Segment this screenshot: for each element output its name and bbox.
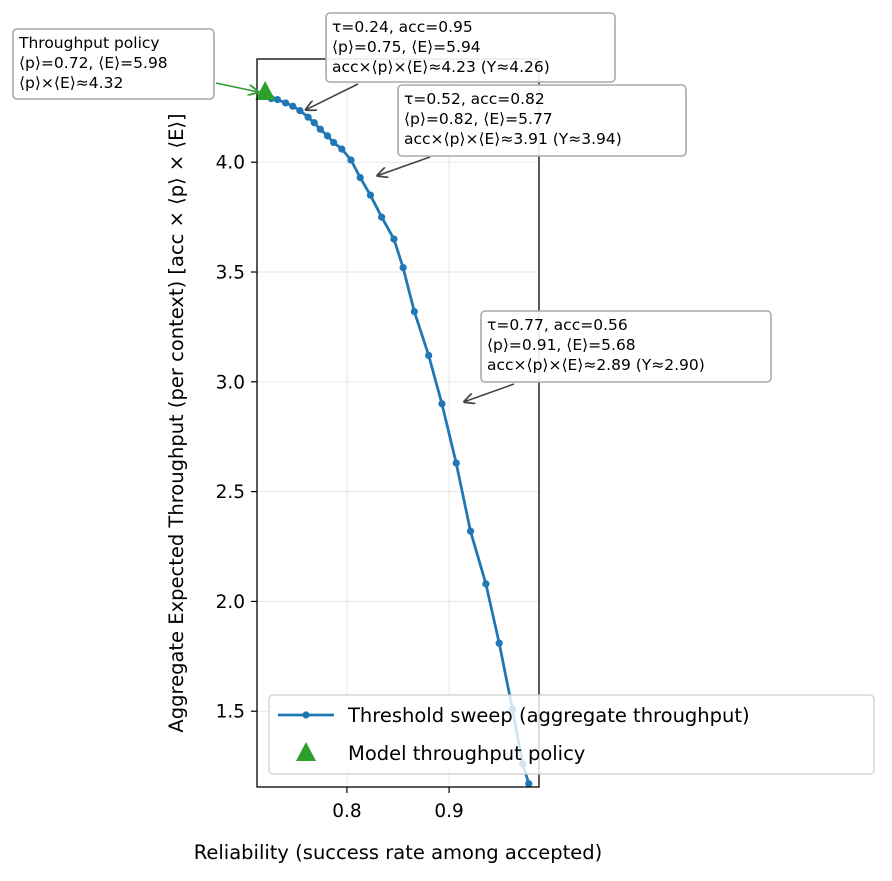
sweep-point — [466, 527, 475, 535]
sweep-point — [495, 639, 503, 647]
legend: Threshold sweep (aggregate throughput) M… — [268, 694, 875, 775]
annotation-text: ⟨p⟩=0.82, ⟨E⟩=5.77 — [404, 110, 553, 128]
sweep-point — [525, 780, 533, 788]
legend-marker-triangle — [296, 742, 316, 761]
annotation-text: acc×⟨p⟩×⟨E⟩≈4.23 (Y≈4.26) — [332, 58, 550, 76]
annotation-2: τ=0.52, acc=0.82 ⟨p⟩=0.82, ⟨E⟩=5.77 acc×⟨p… — [378, 84, 687, 176]
sweep-point — [289, 102, 297, 110]
sweep-point — [482, 580, 490, 588]
sweep-point — [452, 459, 460, 467]
annotation-arrow — [464, 383, 515, 402]
sweep-point — [425, 351, 433, 360]
annotation-text: ⟨p⟩=0.91, ⟨E⟩=5.68 — [487, 336, 636, 354]
axis-ticks: 0.8 0.9 1.5 2.0 2.5 3.0 3.5 4.0 — [216, 153, 464, 822]
y-tick-label: 3.0 — [216, 372, 245, 393]
sweep-point — [310, 119, 318, 127]
annotation-text: τ=0.77, acc=0.56 — [487, 316, 628, 334]
y-tick-label: 4.0 — [216, 153, 245, 174]
legend-box — [268, 694, 875, 775]
annotations: Throughput policy ⟨p⟩=0.72, ⟨E⟩=5.98 ⟨p⟩×⟨… — [12, 12, 772, 402]
annotation-text: acc×⟨p⟩×⟨E⟩≈2.89 (Y≈2.90) — [487, 356, 705, 374]
annotation-arrow — [378, 156, 431, 176]
sweep-point — [438, 400, 446, 408]
policy-marker — [255, 80, 276, 100]
annotation-text: Throughput policy — [18, 34, 160, 52]
sweep-point — [273, 96, 282, 104]
annotation-text: τ=0.52, acc=0.82 — [404, 90, 545, 108]
annotation-1: τ=0.24, acc=0.95 ⟨p⟩=0.75, ⟨E⟩=5.94 acc×⟨p… — [306, 12, 616, 110]
sweep-point — [282, 99, 290, 107]
annotation-text: ⟨p⟩=0.75, ⟨E⟩=5.94 — [332, 38, 481, 56]
annotation-box — [480, 310, 772, 383]
x-axis-label: Reliability (success rate among accepted… — [194, 841, 603, 864]
sweep-point — [366, 191, 375, 199]
annotation-text: τ=0.24, acc=0.95 — [332, 18, 473, 36]
annotation-0: Throughput policy ⟨p⟩=0.72, ⟨E⟩=5.98 ⟨p⟩×⟨… — [12, 28, 258, 100]
annotation-text: acc×⟨p⟩×⟨E⟩≈3.91 (Y≈3.94) — [404, 130, 622, 148]
sweep-point — [338, 145, 346, 153]
legend-marker-circle — [302, 711, 310, 719]
annotation-text: ⟨p⟩×⟨E⟩≈4.32 — [19, 74, 123, 92]
annotation-3: τ=0.77, acc=0.56 ⟨p⟩=0.91, ⟨E⟩=5.68 acc×⟨p… — [464, 310, 772, 402]
sweep-point — [410, 307, 418, 316]
sweep-point — [347, 156, 355, 164]
sweep-point — [296, 107, 304, 115]
sweep-point — [304, 113, 312, 121]
sweep-line — [271, 97, 531, 785]
sweep-point — [330, 138, 338, 147]
sweep-point — [378, 213, 386, 221]
x-tick-label: 0.8 — [332, 801, 361, 822]
sweep-point — [356, 173, 364, 182]
sweep-point — [390, 235, 398, 243]
y-tick-label: 1.5 — [216, 702, 245, 723]
y-tick-label: 2.0 — [216, 592, 245, 613]
y-axis-label: Aggregate Expected Throughput (per conte… — [165, 113, 188, 732]
y-tick-label: 3.5 — [216, 263, 245, 284]
annotation-arrow — [215, 82, 258, 92]
annotation-box — [397, 84, 687, 157]
x-tick-label: 0.9 — [434, 801, 463, 822]
sweep-point — [399, 264, 407, 272]
annotation-box — [325, 12, 616, 83]
y-tick-label: 2.5 — [216, 482, 245, 503]
annotation-arrow — [306, 83, 359, 110]
annotation-text: ⟨p⟩=0.72, ⟨E⟩=5.98 — [19, 54, 168, 72]
legend-label-series-0: Threshold sweep (aggregate throughput) — [347, 704, 750, 727]
plot-series — [255, 80, 533, 788]
annotation-box — [12, 28, 215, 100]
sweep-point — [323, 132, 332, 140]
sweep-point — [316, 125, 324, 133]
legend-label-series-1: Model throughput policy — [348, 742, 585, 765]
